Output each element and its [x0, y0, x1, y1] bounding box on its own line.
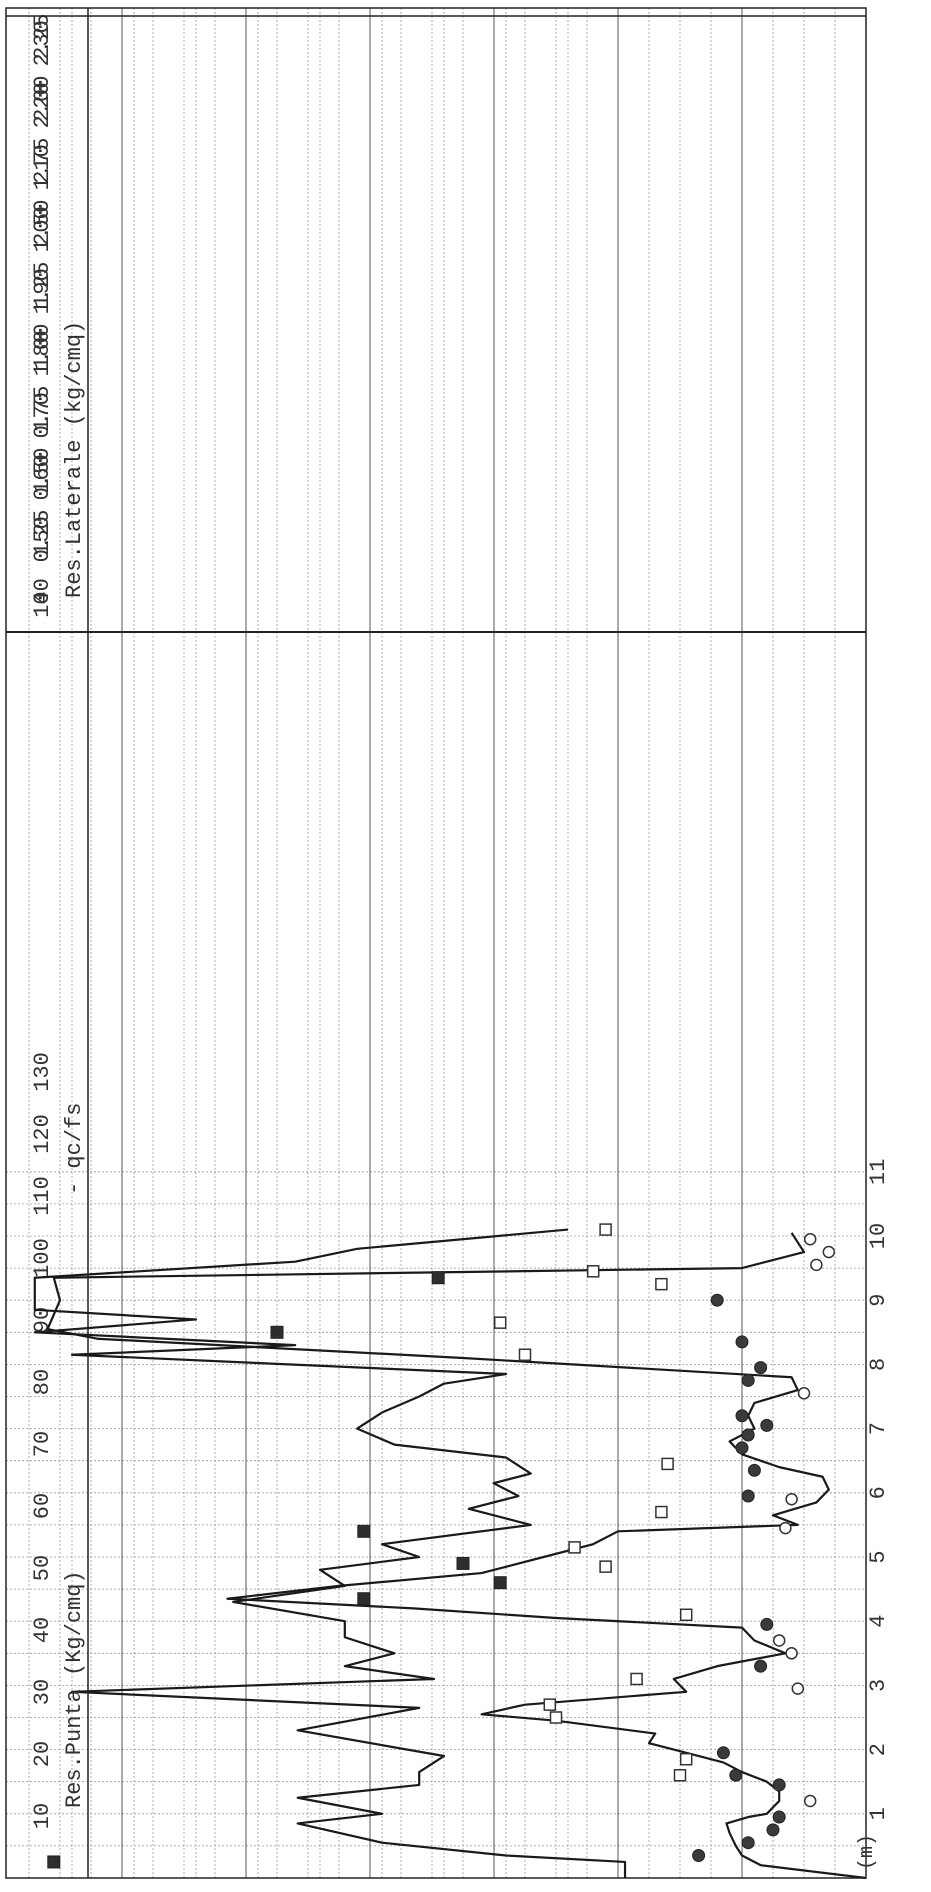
lower-tick-label: 10 [30, 1803, 55, 1829]
open-circle-point [805, 1795, 816, 1806]
res-punta-line [48, 1233, 866, 1878]
filled-square-point [271, 1326, 283, 1338]
res-laterale-line [35, 1230, 625, 1878]
filled-circle-point [730, 1769, 742, 1781]
frame-layer [6, 8, 866, 1878]
depth-tick-label: 7 [866, 1422, 891, 1435]
open-circle-point [792, 1683, 803, 1694]
lower-tick-label: 130 [30, 1052, 55, 1092]
filled-circle-point [748, 1464, 760, 1476]
lower-tick-label: 100 [30, 1238, 55, 1278]
upper-tick-label: 0.75 [30, 386, 55, 439]
open-square-point [569, 1542, 580, 1553]
open-circle-point [786, 1648, 797, 1659]
upper-tick-label: 1.75 [30, 138, 55, 191]
plot-frame [6, 8, 866, 1878]
upper-tick-label: 0.25 [30, 510, 55, 563]
upper-tick-label: 1.00 [30, 324, 55, 377]
open-square-point [656, 1279, 667, 1290]
open-square-point [681, 1609, 692, 1620]
open-circle-point [823, 1247, 834, 1258]
upper-tick-label: 1.25 [30, 262, 55, 315]
depth-tick-label: 11 [866, 1159, 891, 1185]
lower-tick-label: 50 [30, 1555, 55, 1581]
filled-circle-point [742, 1429, 754, 1441]
filled-square-point [494, 1577, 506, 1589]
lower-tick-label: 30 [30, 1679, 55, 1705]
filled-square-point [358, 1593, 370, 1605]
open-square-point [600, 1224, 611, 1235]
depth-tick-label: 3 [866, 1679, 891, 1692]
filled-circle-point [742, 1837, 754, 1849]
filled-circle-point [736, 1442, 748, 1454]
open-circle-point [805, 1234, 816, 1245]
depth-tick-label: 8 [866, 1358, 891, 1371]
open-circle-point [786, 1494, 797, 1505]
grid-layer [6, 8, 866, 1878]
filled-square-point [457, 1557, 469, 1569]
filled-circle-point [767, 1824, 779, 1836]
lower-tick-label: 120 [30, 1114, 55, 1154]
lower-tick-label: 60 [30, 1493, 55, 1519]
filled-circle-point [736, 1336, 748, 1348]
axis-titles: (m) Res.Punta (Kg/cmq) - qc/fs Res.Later… [62, 321, 879, 1870]
lower-panel-legend-label: - qc/fs [62, 1103, 87, 1195]
series-layer [35, 1224, 866, 1878]
filled-circle-point [693, 1850, 705, 1862]
filled-circle-point [736, 1410, 748, 1422]
open-square-point [631, 1673, 642, 1684]
depth-tick-label: 4 [866, 1615, 891, 1628]
open-square-point [544, 1699, 555, 1710]
depth-tick-label: 2 [866, 1743, 891, 1756]
open-circle-point [811, 1259, 822, 1270]
lower-tick-label: 70 [30, 1431, 55, 1457]
filled-circle-point [773, 1811, 785, 1823]
lower-tick-label: 20 [30, 1741, 55, 1767]
open-square-point [588, 1266, 599, 1277]
open-square-point [662, 1458, 673, 1469]
open-circle-point [774, 1635, 785, 1646]
filled-square-point [432, 1272, 444, 1284]
open-square-point [551, 1712, 562, 1723]
upper-tick-label: 0 [30, 591, 55, 604]
filled-circle-point [761, 1419, 773, 1431]
open-circle-point [799, 1388, 810, 1399]
upper-tick-label: 2.00 [30, 76, 55, 129]
filled-circle-point [711, 1294, 723, 1306]
depth-tick-label: 6 [866, 1486, 891, 1499]
depth-unit-label: (m) [856, 1834, 879, 1870]
depth-tick-label: 10 [866, 1223, 891, 1249]
filled-square-point [48, 1856, 60, 1868]
filled-circle-point [742, 1374, 754, 1386]
upper-tick-label: 1.50 [30, 200, 55, 253]
filled-square-point [358, 1525, 370, 1537]
depth-tick-label: 1 [866, 1807, 891, 1820]
upper-tick-label: 2.25 [30, 14, 55, 67]
filled-circle-point [742, 1490, 754, 1502]
filled-circle-point [755, 1660, 767, 1672]
open-square-point [681, 1754, 692, 1765]
open-circle-point [780, 1523, 791, 1534]
filled-circle-point [761, 1618, 773, 1630]
lower-tick-label: 40 [30, 1617, 55, 1643]
filled-circle-point [717, 1747, 729, 1759]
lower-tick-label: 110 [30, 1176, 55, 1216]
open-square-point [656, 1507, 667, 1518]
open-square-point [675, 1770, 686, 1781]
lower-panel-ylabel: Res.Punta (Kg/cmq) [62, 1570, 87, 1808]
open-square-point [520, 1349, 531, 1360]
lower-tick-label: 80 [30, 1369, 55, 1395]
open-square-point [495, 1317, 506, 1328]
depth-tick-label: 5 [866, 1550, 891, 1563]
open-square-point [600, 1561, 611, 1572]
filled-circle-point [755, 1362, 767, 1374]
upper-panel-ylabel: Res.Laterale (kg/cmq) [62, 321, 87, 598]
filled-circle-point [773, 1779, 785, 1791]
depth-tick-label: 9 [866, 1294, 891, 1307]
upper-tick-label: 0.50 [30, 448, 55, 501]
